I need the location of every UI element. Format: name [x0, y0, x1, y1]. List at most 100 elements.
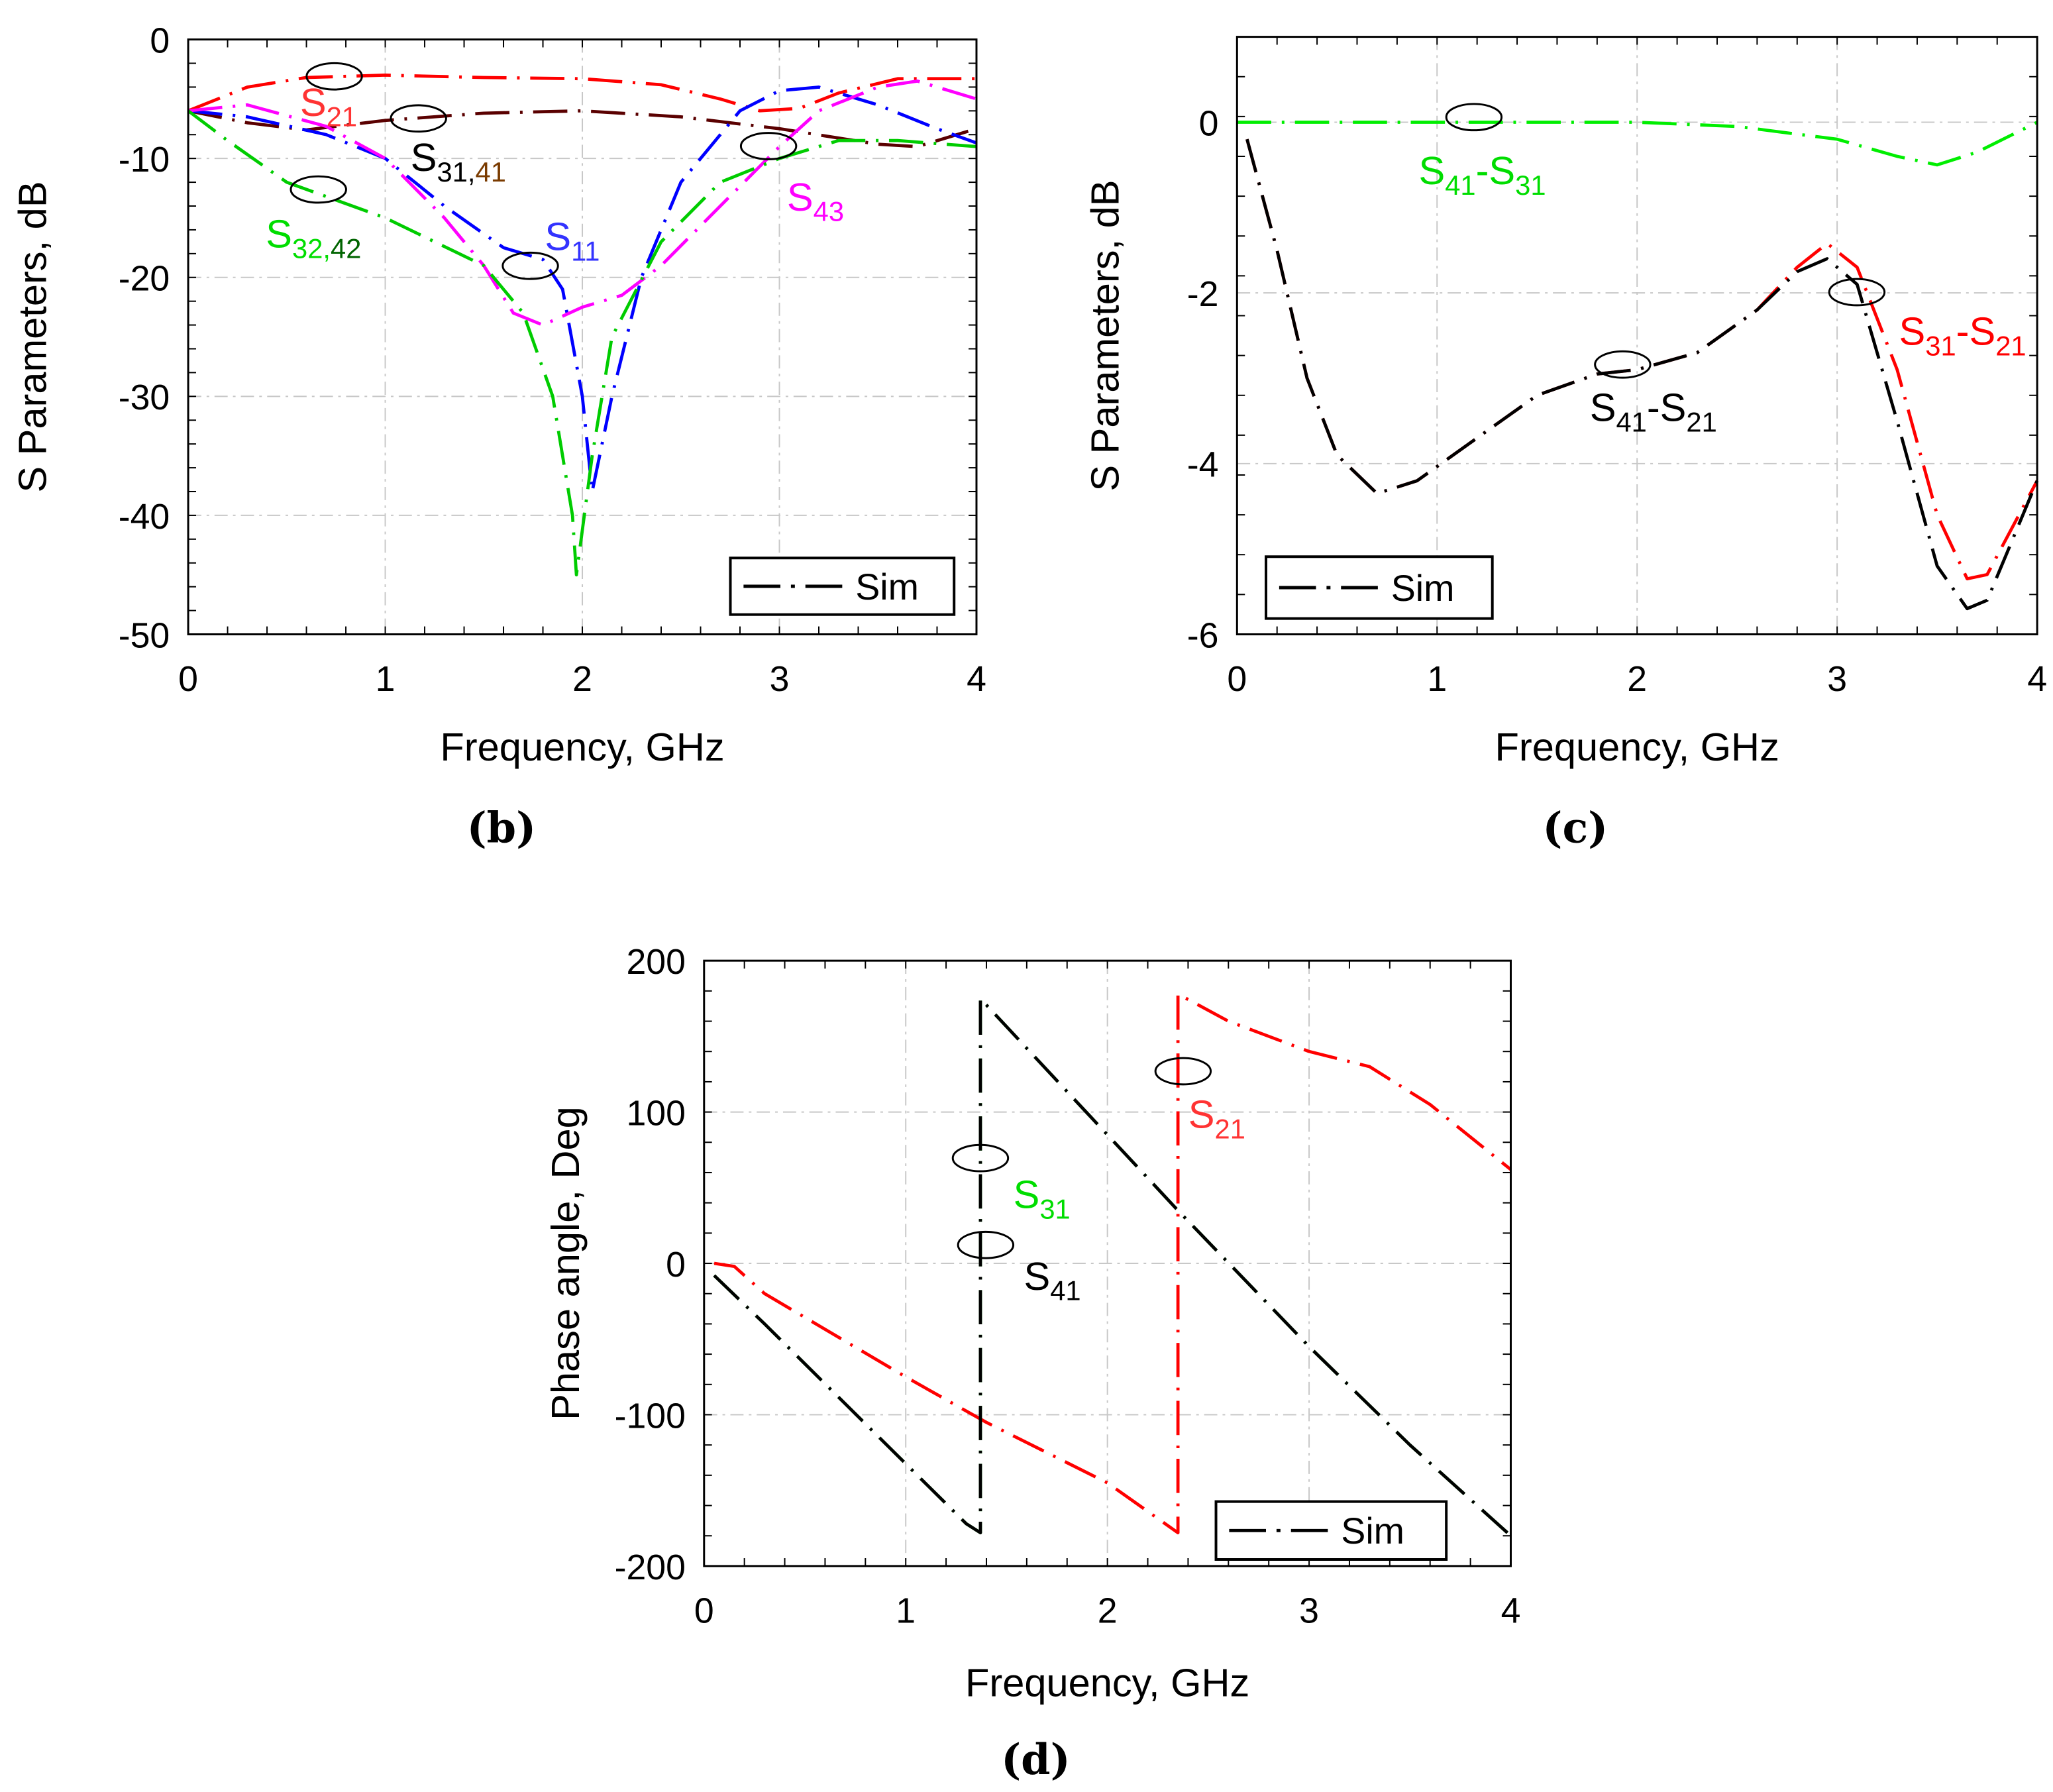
- y-tick-label: -4: [1187, 445, 1219, 485]
- x-tick-label: 1: [376, 659, 395, 699]
- series-label: S11: [545, 214, 600, 266]
- y-tick-label: 200: [626, 942, 685, 982]
- series-label-text: S: [411, 135, 437, 180]
- legend: Sim: [1214, 1500, 1448, 1561]
- series-label-text: S: [1590, 386, 1616, 430]
- x-tick-label: 2: [572, 659, 592, 699]
- series-line-s31: [713, 996, 1512, 1538]
- plot-frame: [703, 959, 1512, 1567]
- x-axis-label: Frequency, GHz: [1495, 725, 1779, 769]
- series-line-s21: [713, 992, 1512, 1535]
- series-line-s41-s31: [1237, 121, 2038, 167]
- chart-panel-2: 0 1 2 3 4 200 100 0 -100 -200 Frequency, GHz Phase …: [543, 942, 1520, 1784]
- series-label-subscript: 31: [1039, 1193, 1070, 1224]
- series-label-subscript: 21: [327, 101, 357, 132]
- series-label: S31-S21: [1899, 309, 2027, 361]
- series-label-subscript: 43: [814, 196, 844, 227]
- series-label-subscript: 31: [1925, 330, 1956, 361]
- series-line-s43: [187, 79, 977, 327]
- x-tick-label: 0: [1227, 659, 1247, 699]
- x-tick-label: 1: [896, 1591, 916, 1630]
- series-label-subscript: 31: [1515, 170, 1546, 201]
- series-label-text: S: [1024, 1254, 1050, 1298]
- series-marker-ellipse: [739, 132, 798, 160]
- series-label-subscript: 31,: [437, 156, 476, 187]
- y-tick-label: -100: [615, 1396, 686, 1436]
- x-tick-label: 3: [1299, 1591, 1319, 1630]
- series-marker-ellipse: [957, 1230, 1015, 1259]
- series-marker-ellipse: [951, 1143, 1010, 1173]
- chart-panel-1: 0 1 2 3 4 0 -2 -4 -6 Frequency, GHz S Parameters, …: [1083, 36, 2047, 852]
- y-tick-label: -200: [615, 1548, 686, 1587]
- series-label-text: S: [545, 214, 571, 258]
- legend-label: Sim: [1391, 568, 1455, 609]
- y-axis-label: S Parameters, dB: [11, 181, 55, 492]
- series-line-s31-s21: [1245, 138, 2039, 581]
- series-label-subscript: 41: [476, 156, 506, 187]
- series-label: S41-S21: [1590, 386, 1717, 438]
- series-label-text: -S: [1647, 386, 1687, 430]
- series-label: S31,41: [411, 135, 506, 187]
- y-tick-label: 0: [1199, 103, 1219, 143]
- series-label-subscript: 42: [331, 233, 361, 264]
- series-label-text: -S: [1956, 309, 1996, 353]
- series-label: S32,42: [266, 211, 361, 264]
- series-line-s31-41: [187, 109, 977, 148]
- series-label-text: S: [787, 175, 814, 219]
- y-axis-label: S Parameters, dB: [1083, 180, 1128, 491]
- series-marker-ellipse: [305, 62, 363, 91]
- series-line-s41-s21: [1245, 138, 2039, 611]
- legend-label: Sim: [1341, 1510, 1404, 1552]
- series-marker-ellipse: [1594, 350, 1652, 379]
- series-line-s32-42: [187, 109, 977, 577]
- x-tick-label: 0: [694, 1591, 714, 1630]
- chart-panel-0: 0 1 2 3 4 0 -10 -20 -30 -40 -50 Frequency, GHz S Par…: [11, 21, 986, 852]
- series-label: S21: [300, 80, 357, 132]
- series-label-text: -S: [1476, 148, 1516, 193]
- series-marker-ellipse: [1445, 103, 1503, 132]
- x-tick-label: 3: [1827, 659, 1847, 699]
- series-label-subscript: 41: [1050, 1275, 1080, 1306]
- series-label-subscript: 11: [571, 235, 600, 266]
- series-label: S43: [787, 175, 844, 227]
- legend-label: Sim: [855, 566, 919, 607]
- series-label: S31: [1014, 1173, 1071, 1225]
- legend-box: [1265, 555, 1494, 620]
- legend: Sim: [1265, 555, 1494, 620]
- series-label-subscript: 21: [1995, 330, 2026, 361]
- x-tick-label: 3: [770, 659, 790, 699]
- y-tick-label: -6: [1187, 615, 1219, 655]
- series-label-subscript: 21: [1686, 407, 1716, 438]
- x-tick-label: 2: [1627, 659, 1647, 699]
- series-label: S21: [1188, 1092, 1245, 1144]
- y-axis-label: Phase angle, Deg: [543, 1106, 588, 1420]
- legend: Sim: [729, 556, 956, 616]
- panel-label: (c): [1542, 802, 1608, 852]
- series-marker-ellipse: [501, 251, 559, 280]
- series-label-text: S: [1014, 1173, 1040, 1217]
- series-label-subscript: 41: [1445, 170, 1475, 201]
- series-marker-ellipse: [390, 104, 447, 133]
- x-axis-label: Frequency, GHz: [440, 725, 724, 769]
- x-axis-label: Frequency, GHz: [965, 1661, 1249, 1705]
- y-tick-label: 0: [150, 21, 170, 60]
- series-label-text: S: [1188, 1092, 1215, 1136]
- x-tick-label: 0: [178, 659, 198, 699]
- series-marker-ellipse: [1154, 1057, 1212, 1086]
- series-label-text: S: [266, 211, 292, 256]
- y-tick-label: -50: [119, 615, 170, 655]
- x-tick-label: 4: [1501, 1591, 1521, 1630]
- panel-label: (b): [467, 802, 537, 852]
- x-tick-label: 4: [2027, 659, 2047, 699]
- series-label: S41: [1024, 1254, 1080, 1306]
- x-tick-label: 2: [1098, 1591, 1118, 1630]
- plot-frame: [1236, 36, 2038, 635]
- x-tick-label: 4: [967, 659, 986, 699]
- y-tick-label: 100: [626, 1093, 685, 1133]
- series-marker-ellipse: [290, 175, 347, 204]
- y-tick-label: -2: [1187, 274, 1219, 314]
- series-label-subscript: 41: [1616, 407, 1646, 438]
- y-tick-label: -20: [119, 259, 170, 299]
- series-label: S41-S31: [1418, 148, 1546, 201]
- series-label-text: S: [300, 80, 327, 125]
